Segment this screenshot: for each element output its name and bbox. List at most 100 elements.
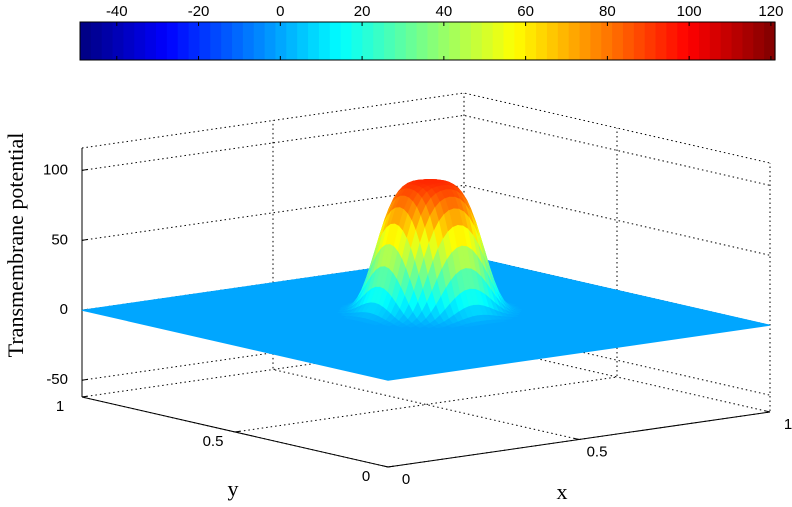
z-tick-label: -50: [46, 371, 68, 388]
grid-line: [81, 114, 771, 186]
colorbar-cell: [568, 22, 581, 60]
colorbar-cell: [481, 22, 494, 60]
colorbar-tick-label: 120: [758, 3, 783, 20]
colorbar-tick-label: 40: [436, 3, 453, 20]
colorbar-cell: [384, 22, 396, 60]
colorbar-cell: [427, 22, 439, 60]
colorbar-cell: [698, 22, 711, 60]
colorbar-tick-label: -20: [188, 3, 210, 20]
colorbar-cell: [221, 22, 233, 60]
colorbar-cell: [612, 22, 624, 60]
y-tick: [81, 395, 88, 398]
colorbar-cell: [742, 22, 754, 60]
colorbar-cell: [688, 22, 700, 60]
z-tick-label: 0: [60, 301, 68, 318]
x-tick: [764, 410, 771, 413]
colorbar-cell: [557, 22, 570, 60]
colorbar-tick-label: 100: [677, 3, 702, 20]
colorbar-tick-label: 60: [517, 3, 534, 20]
axes-box: -50 0 50 100 0 0.5 1 0 0.5 1: [43, 92, 792, 488]
colorbar-cell: [470, 22, 483, 60]
colorbar-frame: [79, 21, 776, 61]
colorbar-tick-label: 80: [599, 3, 616, 20]
surface-patch: [424, 323, 435, 328]
grid-line: [81, 324, 771, 396]
z-tick: [81, 378, 89, 381]
colorbar-cell: [156, 22, 168, 60]
colorbar-cell: [373, 22, 385, 60]
colorbar-cell: [145, 22, 157, 60]
colorbar-cell: [166, 22, 179, 60]
colorbar-cell: [709, 22, 722, 60]
surface-patch: [396, 323, 408, 328]
colorbar-cell: [514, 22, 526, 60]
colorbar-cell: [590, 22, 602, 60]
y-axis-label: y: [228, 476, 239, 501]
colorbar-cell: [329, 22, 342, 60]
colorbar-cell: [579, 22, 591, 60]
x-tick-label: 0: [402, 471, 410, 488]
surface-patch: [460, 323, 472, 328]
colorbar-cell: [677, 22, 689, 60]
surface-patch: [433, 324, 444, 329]
colorbar-cell: [112, 22, 125, 60]
colorbar-cell: [764, 22, 776, 60]
colorbar-cell: [644, 22, 657, 60]
colorbar-tick-label: 20: [354, 3, 371, 20]
colorbar-cell: [80, 22, 92, 60]
colorbar-cell: [177, 22, 190, 60]
colorbar-cell: [460, 22, 472, 60]
colorbar-cell: [264, 22, 277, 60]
colorbar-cell: [101, 22, 114, 60]
y-tick: [387, 465, 394, 468]
x-tick: [382, 465, 389, 468]
colorbar-cell: [525, 22, 537, 60]
surface-patch: [383, 322, 395, 327]
grid-line: [463, 93, 771, 413]
colorbar-cell: [123, 22, 135, 60]
z-axis-label: Transmembrane potential: [3, 133, 28, 358]
colorbar-cell: [753, 22, 765, 60]
colorbar-tick-label: 0: [276, 3, 284, 20]
surface: [81, 179, 771, 381]
colorbar-cell: [394, 22, 407, 60]
z-tick-label: 50: [51, 231, 68, 248]
colorbar-cell: [286, 22, 298, 60]
colorbar-cell: [405, 22, 418, 60]
colorbar-cell: [351, 22, 363, 60]
surface-patch: [370, 321, 382, 326]
colorbar-cell: [188, 22, 201, 60]
colorbar-cell: [601, 22, 613, 60]
z-tick-label: 100: [43, 161, 68, 178]
colorbar-cell: [90, 22, 103, 60]
x-tick-label: 1: [784, 416, 792, 433]
colorbar-cell: [340, 22, 353, 60]
x-tick: [573, 437, 580, 440]
colorbar: -40 -20 0 20 40 60 80 100 120: [79, 3, 783, 61]
x-axis-label: x: [557, 479, 568, 504]
colorbar-cell: [199, 22, 211, 60]
colorbar-cell: [655, 22, 668, 60]
colorbar-cell: [622, 22, 635, 60]
colorbar-cell: [666, 22, 678, 60]
y-tick-label: 0: [362, 468, 370, 485]
colorbar-cell: [503, 22, 515, 60]
box-edge: [81, 92, 771, 164]
colorbar-cell: [275, 22, 287, 60]
y-tick-label: 1: [56, 398, 64, 415]
colorbar-cell: [633, 22, 646, 60]
colorbar-cell: [720, 22, 733, 60]
colorbar-cell: [232, 22, 244, 60]
colorbar-cell: [308, 22, 320, 60]
colorbar-cell: [416, 22, 429, 60]
colorbar-cell: [536, 22, 548, 60]
z-tick: [81, 238, 89, 241]
surface-patch: [406, 322, 417, 328]
y-tick: [234, 430, 241, 433]
colorbar-cell: [242, 22, 255, 60]
colorbar-cell: [297, 22, 309, 60]
colorbar-cell: [362, 22, 374, 60]
colorbar-cell: [210, 22, 222, 60]
colorbar-cell: [134, 22, 146, 60]
